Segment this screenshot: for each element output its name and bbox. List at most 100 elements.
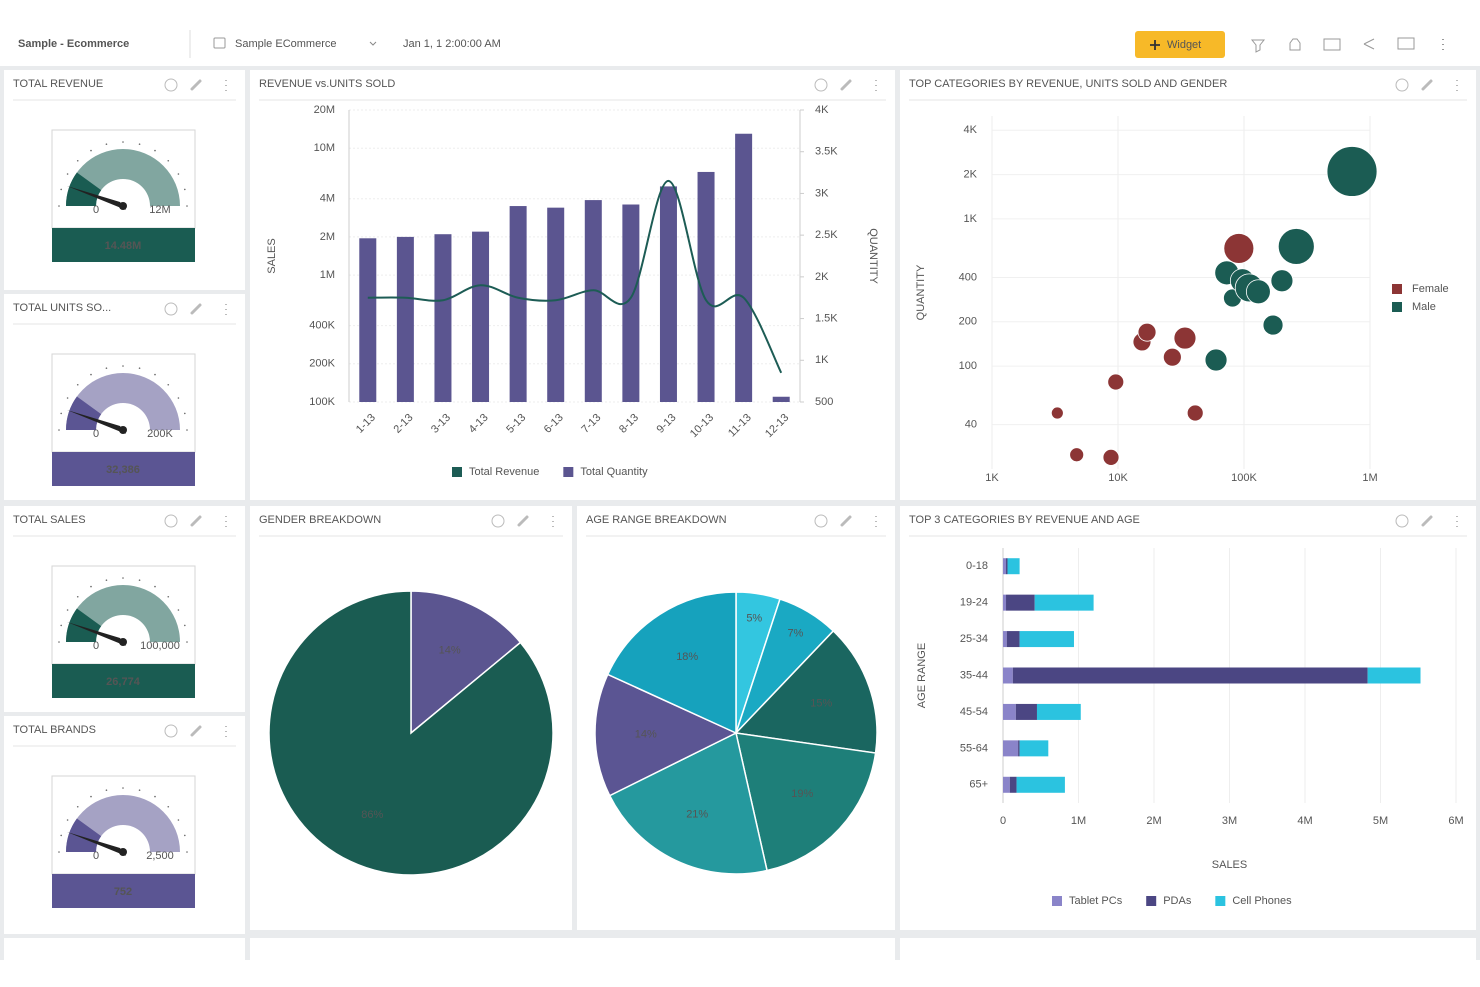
y-tick-label: 65+	[969, 779, 988, 791]
bar	[547, 207, 565, 402]
gauge-dot	[90, 149, 92, 152]
gauge-dot	[105, 579, 108, 581]
date-filter[interactable]: Jan 1, 1 2:00:00 AM	[403, 38, 501, 50]
bar	[509, 206, 527, 402]
bar-segment	[1006, 594, 1035, 611]
link-icon[interactable]	[1421, 79, 1433, 91]
bar	[396, 236, 414, 402]
bubble	[1050, 406, 1064, 420]
add-widget-label[interactable]: Widget	[1167, 39, 1201, 51]
kpi-value: 32,386	[106, 464, 140, 476]
filter-icon[interactable]	[1250, 39, 1266, 53]
chevron[interactable]	[369, 41, 377, 46]
bubble	[1137, 322, 1157, 342]
legend-swatch	[452, 467, 462, 477]
pie-slice	[594, 673, 738, 797]
x-tick-label: 1M	[1362, 472, 1377, 484]
share-icon[interactable]	[1363, 38, 1375, 50]
y-axis-label: QUANTITY	[915, 264, 927, 320]
x-tick-label: 0	[1000, 815, 1006, 827]
y-tick-label: 35-44	[960, 669, 988, 681]
link-icon[interactable]	[190, 515, 202, 527]
kpi-value: 26,774	[106, 676, 141, 688]
gauge-dot	[167, 383, 170, 386]
y2-tick-label: 2K	[815, 271, 829, 283]
link-icon[interactable]	[190, 303, 202, 315]
bubble	[1326, 146, 1378, 197]
gauge-dot	[154, 795, 156, 798]
y-tick-label: 10M	[314, 142, 335, 154]
y-tick-label: 19-24	[960, 597, 988, 609]
y-tick-label: 20M	[314, 104, 335, 116]
gauge-dot	[105, 789, 108, 791]
dashboard-title: Sample - Ecommerce	[18, 38, 129, 50]
info-icon[interactable]	[491, 514, 505, 528]
bar-segment	[1367, 667, 1421, 684]
link-icon[interactable]	[840, 79, 852, 91]
bubble	[1270, 269, 1294, 293]
panel	[250, 938, 895, 960]
bar-segment	[1003, 631, 1007, 648]
link-icon[interactable]	[1421, 515, 1433, 527]
link-icon[interactable]	[190, 79, 202, 91]
bar-segment	[1007, 558, 1020, 575]
info-icon[interactable]	[164, 514, 178, 528]
gauge-min-label: 0	[93, 850, 99, 862]
add-widget-button[interactable]	[1135, 31, 1225, 58]
x-tick-label: 100K	[1231, 472, 1257, 484]
gauge-hub	[119, 848, 127, 856]
bubble	[1173, 326, 1197, 350]
y-tick-label: 2M	[320, 231, 335, 243]
y-tick-label: 200K	[309, 358, 335, 370]
gauge-dot	[105, 367, 108, 369]
y-tick-label: 0-18	[966, 560, 988, 572]
kpi-value-box	[52, 874, 195, 908]
info-icon[interactable]	[1395, 78, 1409, 92]
link-icon[interactable]	[190, 725, 202, 737]
calendar-icon	[213, 37, 226, 49]
y-tick-label: 4M	[320, 193, 335, 205]
gauge-hub	[119, 638, 127, 646]
bar-segment	[1009, 776, 1017, 793]
bar	[359, 238, 377, 402]
info-icon[interactable]	[164, 724, 178, 738]
info-icon[interactable]	[164, 78, 178, 92]
y-tick-label: 2K	[964, 168, 978, 180]
layout-icon[interactable]	[1323, 38, 1341, 51]
y-axis-label: SALES	[266, 238, 278, 273]
gauge-dot	[122, 141, 124, 143]
info-icon[interactable]	[1395, 514, 1409, 528]
bubble	[1245, 279, 1271, 305]
gauge-dot	[58, 851, 60, 853]
legend-swatch	[1392, 284, 1402, 294]
export-icon[interactable]	[1289, 38, 1301, 51]
y2-tick-label: 4K	[815, 104, 829, 116]
gauge-dot	[60, 834, 62, 837]
gauge-fill	[66, 396, 102, 430]
gauge-dot	[186, 641, 188, 643]
y2-tick-label: 3.5K	[815, 146, 838, 158]
present-icon[interactable]	[1397, 37, 1415, 50]
gauge-dot	[138, 143, 141, 145]
y-tick-label: 200	[959, 316, 977, 328]
dashboard-selector[interactable]: Sample ECommerce	[235, 38, 336, 50]
panel-title: TOTAL BRANDS	[13, 724, 96, 736]
pie-slice	[606, 591, 737, 735]
panel-title: TOP CATEGORIES BY REVENUE, UNITS SOLD AN…	[909, 78, 1227, 90]
panel	[900, 70, 1476, 500]
gauge-dot	[186, 851, 188, 853]
gauge-dot	[76, 159, 79, 162]
bubble	[1102, 448, 1120, 466]
gauge-dot	[66, 819, 69, 821]
plus-icon[interactable]	[1150, 40, 1160, 50]
link-icon[interactable]	[517, 515, 529, 527]
info-icon[interactable]	[814, 514, 828, 528]
slice-label: 86%	[361, 809, 383, 821]
gauge-dot	[154, 373, 156, 376]
bubble	[1107, 373, 1125, 391]
info-icon[interactable]	[164, 302, 178, 316]
info-icon[interactable]	[814, 78, 828, 92]
link-icon[interactable]	[840, 515, 852, 527]
legend-swatch	[1392, 302, 1402, 312]
y2-tick-label: 1.5K	[815, 312, 838, 324]
